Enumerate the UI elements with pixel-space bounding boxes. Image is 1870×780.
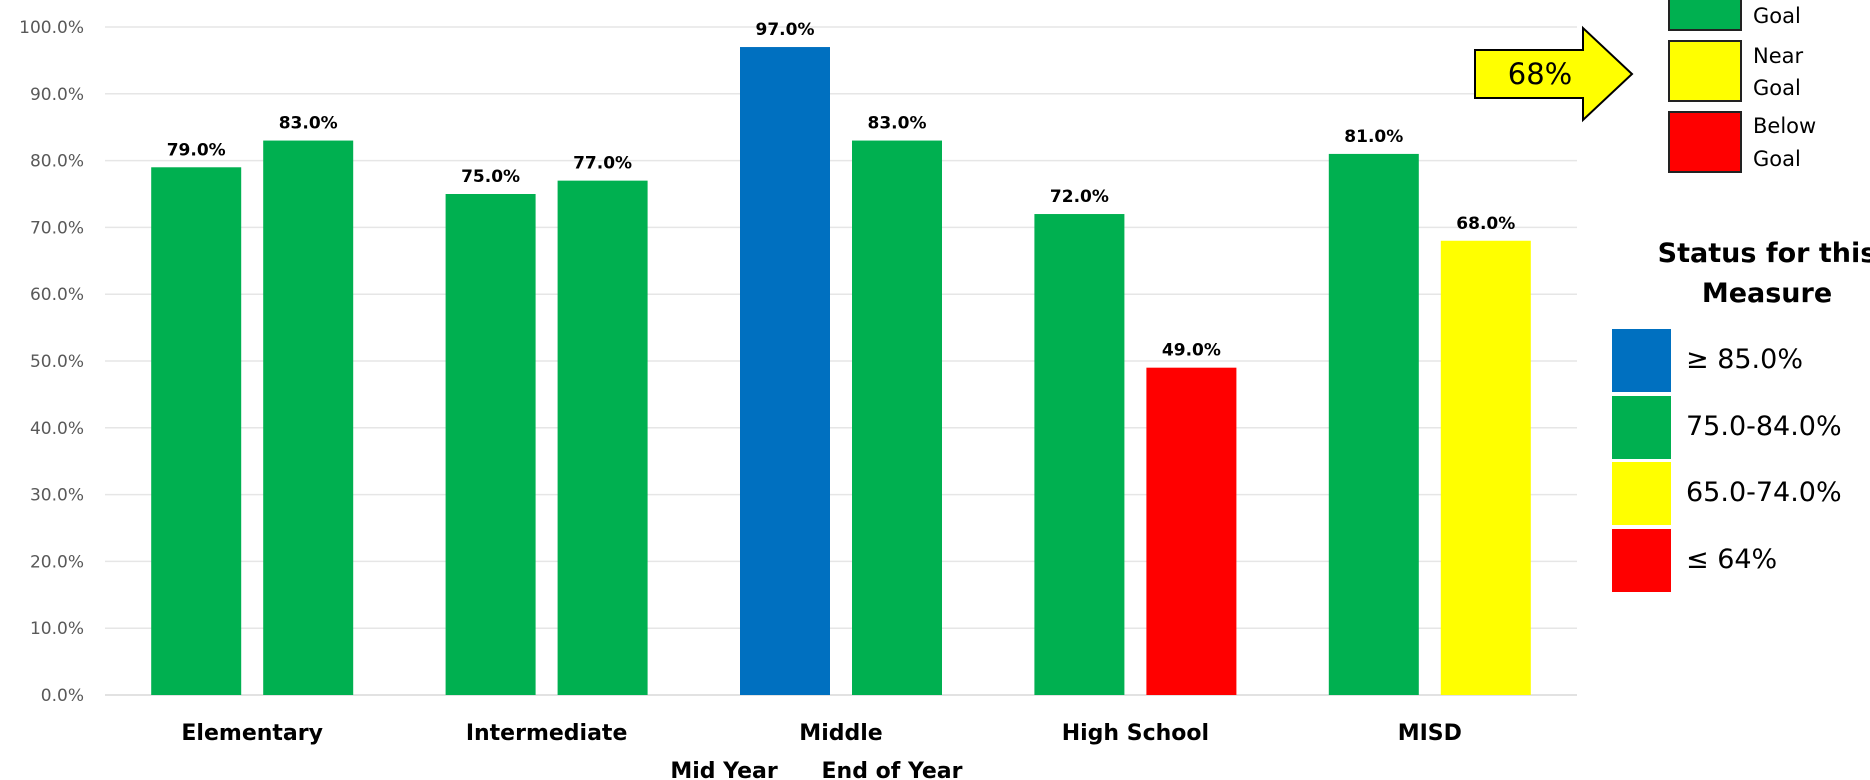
- status-swatch-red: [1612, 529, 1671, 592]
- goal-label: Goal: [1753, 4, 1801, 28]
- below-goal-label-line2: Goal: [1753, 147, 1801, 171]
- y-tick-label: 20.0%: [30, 552, 84, 572]
- goal-swatch: [1668, 0, 1742, 31]
- bar: [1328, 153, 1419, 696]
- callout-value: 68%: [1508, 57, 1572, 91]
- x-tick-label: MISD: [1398, 721, 1462, 746]
- data-label: 75.0%: [461, 167, 520, 187]
- x-tick-label: Elementary: [181, 721, 323, 746]
- callout-arrow: 68%: [1474, 25, 1634, 123]
- data-label: 79.0%: [167, 140, 226, 160]
- y-tick-label: 0.0%: [41, 686, 84, 706]
- below-goal-label-line1: Below: [1753, 114, 1816, 138]
- data-label: 77.0%: [573, 154, 632, 174]
- y-tick-label: 10.0%: [30, 619, 84, 639]
- y-tick-label: 50.0%: [30, 352, 84, 372]
- near-goal-label-line2: Goal: [1753, 76, 1801, 100]
- y-tick-label: 100.0%: [19, 18, 84, 38]
- bar: [263, 140, 354, 695]
- data-label: 72.0%: [1050, 187, 1109, 207]
- series-label-mid-year: Mid Year: [670, 759, 778, 780]
- status-swatch-green: [1612, 396, 1671, 459]
- x-tick-label: Intermediate: [466, 721, 628, 746]
- bar: [1034, 214, 1125, 696]
- series-label-end-of-year: End of Year: [822, 759, 963, 780]
- near-goal-label-line1: Near: [1753, 44, 1803, 68]
- status-swatch-yellow: [1612, 462, 1671, 525]
- bar: [151, 167, 242, 695]
- status-swatch-blue: [1612, 329, 1671, 392]
- y-axis: 0.0% 10.0% 20.0% 30.0% 40.0% 50.0% 60.0% 70.0% 8…: [19, 18, 84, 706]
- y-tick-label: 60.0%: [30, 285, 84, 305]
- status-label-red: ≤ 64%: [1686, 544, 1777, 575]
- status-label-yellow: 65.0-74.0%: [1686, 477, 1842, 508]
- status-label-green: 75.0-84.0%: [1686, 411, 1842, 442]
- y-tick-label: 70.0%: [30, 218, 84, 238]
- data-label: 83.0%: [279, 114, 338, 134]
- bar: [740, 47, 830, 696]
- y-tick-label: 30.0%: [30, 486, 84, 506]
- goal-legend: Goal Near Goal Below Goal: [1668, 0, 1816, 173]
- data-label: 68.0%: [1456, 214, 1515, 234]
- x-tick-label: High School: [1062, 721, 1209, 746]
- bar: [557, 180, 648, 695]
- status-legend-title-line1: Status for this: [1658, 238, 1870, 269]
- x-tick-label: Middle: [799, 721, 882, 746]
- bar: [1440, 240, 1531, 695]
- data-label: 83.0%: [868, 114, 927, 134]
- status-label-blue: ≥ 85.0%: [1686, 344, 1803, 375]
- y-tick-label: 40.0%: [30, 419, 84, 439]
- bar: [445, 194, 536, 695]
- bar: [852, 140, 942, 695]
- status-legend-title-line2: Measure: [1702, 278, 1832, 309]
- status-legend: Status for this Measure ≥ 85.0% 75.0-84.…: [1612, 238, 1870, 592]
- arrow-shape: [1474, 25, 1634, 123]
- data-label: 97.0%: [756, 20, 815, 40]
- data-label: 49.0%: [1162, 341, 1221, 361]
- y-tick-label: 80.0%: [30, 152, 84, 172]
- near-goal-swatch: [1668, 40, 1742, 102]
- bar: [1146, 367, 1237, 695]
- bars: 79.0% 83.0% 75.0% 77.0% 97.0% 83.0% 72.0% 49.0%…: [151, 20, 1531, 696]
- below-goal-swatch: [1668, 111, 1742, 173]
- data-label: 81.0%: [1344, 127, 1403, 147]
- x-axis: Elementary Intermediate Middle High School M…: [181, 721, 1461, 746]
- y-tick-label: 90.0%: [30, 85, 84, 105]
